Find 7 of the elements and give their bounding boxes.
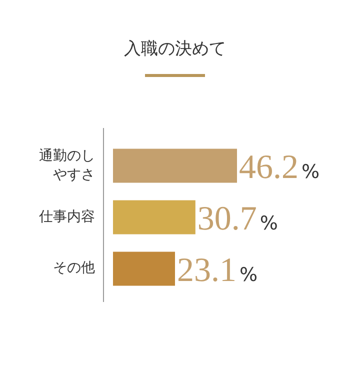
y-tick-label: その他 (52, 259, 95, 278)
data-label: 30.7% (197, 200, 278, 238)
data-label: 46.2% (239, 148, 320, 186)
data-label: 23.1% (177, 252, 258, 289)
y-tick-label: 仕事内容 (38, 208, 95, 227)
chart-title: 入職の決めて (124, 39, 226, 59)
y-tick-label: 通勤のしやすさ (38, 146, 95, 185)
